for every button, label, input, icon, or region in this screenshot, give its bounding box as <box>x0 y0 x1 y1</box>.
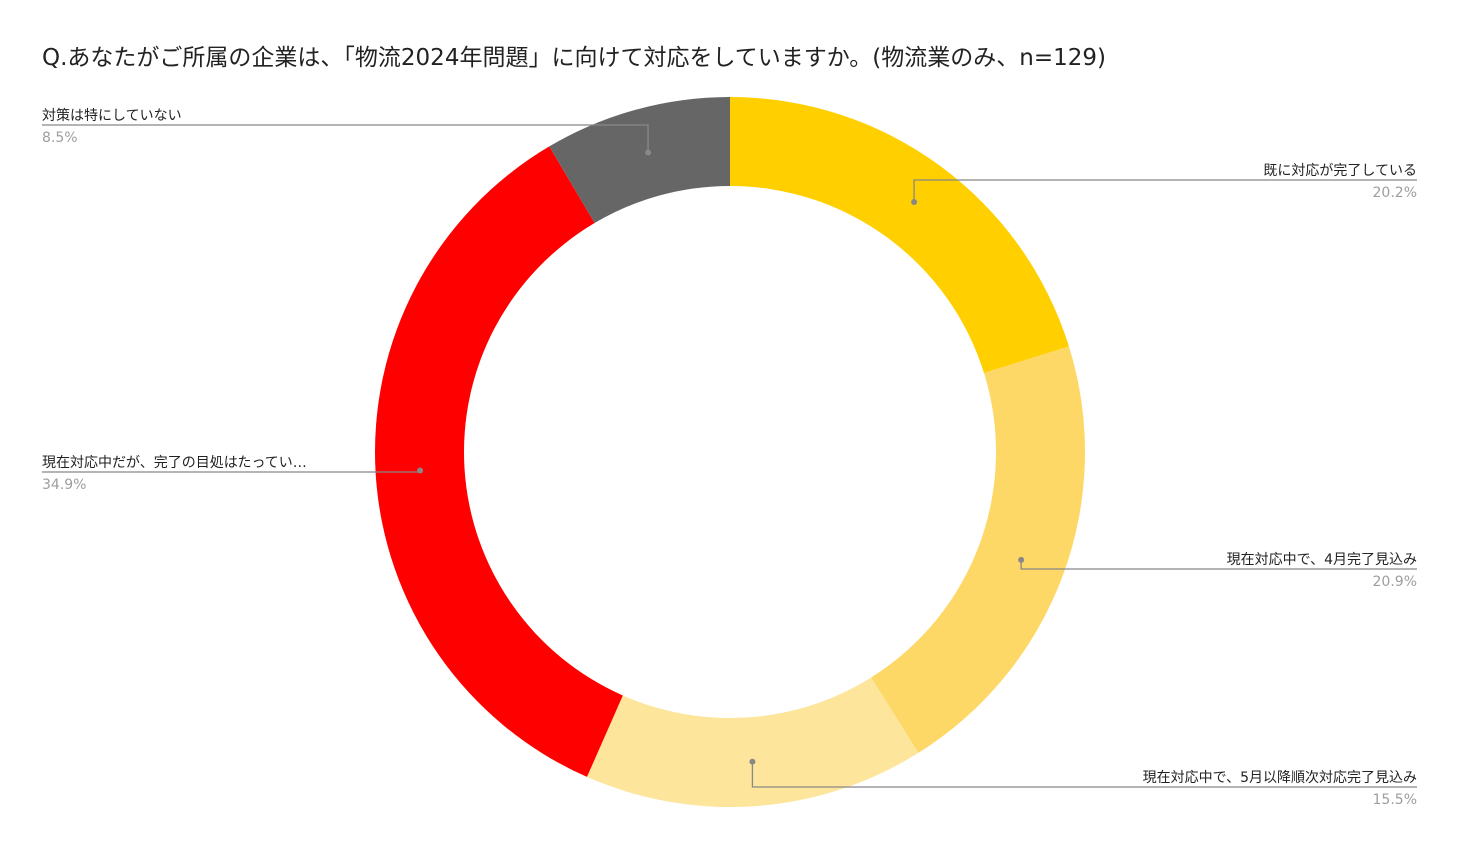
slice-5-arc <box>549 97 730 224</box>
slice-4-value-label: 34.9% <box>42 477 86 493</box>
slice-2-arc <box>871 346 1085 753</box>
slice-1-leader-dot <box>911 198 918 205</box>
labels-layer: 既に対応が完了している 20.2% 現在対応中で、4月完了見込み 20.9% 現在対応中… <box>42 107 1417 808</box>
slices-layer <box>374 97 1085 807</box>
slice-5-label: 対策は特にしていない <box>42 107 182 124</box>
slice-1-value-label: 20.2% <box>1373 185 1417 201</box>
slice-1-arc <box>730 97 1069 373</box>
slice-1-leader-line <box>913 179 1417 202</box>
slice-1-label: 既に対応が完了している <box>1263 163 1417 179</box>
slice-2-leader-line <box>1020 559 1417 570</box>
slice-3-arc <box>586 677 919 807</box>
slice-3-leader-dot <box>749 758 756 765</box>
slice-4-label: 現在対応中だが、完了の目処はたってい… <box>42 455 307 471</box>
slice-5-value-label: 8.5% <box>42 130 78 146</box>
slice-5-leader-dot <box>645 149 652 156</box>
slice-3-leader-line <box>751 761 1417 788</box>
slice-5-leader-line <box>42 124 649 153</box>
slice-4-arc <box>374 146 623 777</box>
slice-2-label: 現在対応中で、4月完了見込み <box>1227 552 1417 568</box>
slice-2-leader-dot <box>1018 556 1025 563</box>
slice-4-leader-dot <box>417 467 424 474</box>
slice-2-value-label: 20.9% <box>1373 574 1417 590</box>
slice-3-label: 現在対応中で、5月以降順次対応完了見込み <box>1143 770 1417 786</box>
chart-title: Q.あなたがご所属の企業は、「物流2024年問題」に向けて対応をしていますか。(… <box>42 45 1106 71</box>
slice-3-value-label: 15.5% <box>1373 792 1417 808</box>
